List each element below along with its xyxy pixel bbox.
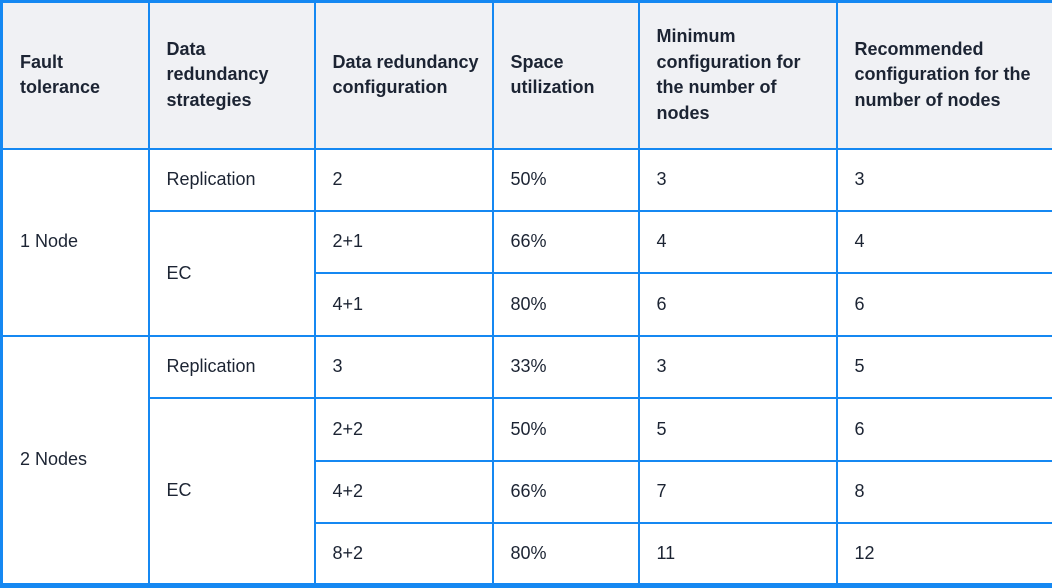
table-row: EC 2+2 50% 5 6 — [2, 397, 1052, 587]
cell-space: 33% — [491, 334, 640, 400]
header-space: Space utilization — [491, 0, 640, 150]
cell-rec-nodes: 4 — [835, 209, 1052, 275]
cell-space: 50% — [491, 397, 640, 462]
cell-space: 80% — [491, 522, 640, 587]
cell-space: 66% — [491, 209, 640, 275]
header-min-nodes: Minimum configuration for the number of … — [637, 0, 838, 150]
table-row: 4+1 80% 6 6 — [2, 272, 1052, 337]
header-rec-nodes: Recommended configuration for the number… — [835, 0, 1052, 150]
cell-space: 80% — [491, 272, 640, 337]
table-header-row: Fault tolerance Data redundancy strategi… — [0, 0, 1052, 150]
cell-rec-nodes: 5 — [835, 334, 1052, 400]
table-row: 4+2 66% 7 8 — [2, 459, 1052, 525]
cell-config: 8+2 — [313, 522, 494, 587]
cell-rec-nodes: 6 — [835, 397, 1052, 462]
cell-space: 66% — [491, 459, 640, 525]
table-row: 2 Nodes Replication 3 33% 3 5 — [0, 334, 1052, 587]
cell-min-nodes: 3 — [637, 334, 838, 400]
cell-strategy: Replication — [147, 147, 316, 212]
cell-min-nodes: 11 — [637, 522, 838, 587]
cell-rec-nodes: 3 — [835, 147, 1052, 212]
header-config: Data redundancy configuration — [313, 0, 494, 150]
cell-strategy: EC — [147, 209, 316, 337]
cell-min-nodes: 4 — [637, 209, 838, 275]
table-row: 1 Node Replication 2 50% 3 3 — [0, 147, 1052, 337]
cell-min-nodes: 6 — [637, 272, 838, 337]
cell-min-nodes: 3 — [637, 147, 838, 212]
cell-fault-tolerance: 1 Node — [0, 147, 150, 337]
cell-config: 2+2 — [313, 397, 494, 462]
cell-min-nodes: 5 — [637, 397, 838, 462]
cell-space: 50% — [491, 147, 640, 212]
header-fault-tolerance: Fault tolerance — [0, 0, 150, 150]
cell-rec-nodes: 6 — [835, 272, 1052, 337]
cell-strategy: Replication — [147, 334, 316, 400]
header-strategy: Data redundancy strategies — [147, 0, 316, 150]
table-row: 8+2 80% 11 12 — [2, 522, 1052, 587]
cell-min-nodes: 7 — [637, 459, 838, 525]
cell-config: 3 — [313, 334, 494, 400]
table-row: EC 2+1 66% 4 4 — [2, 209, 1052, 337]
cell-config: 4+2 — [313, 459, 494, 525]
cell-strategy: EC — [147, 397, 316, 587]
cell-config: 2+1 — [313, 209, 494, 275]
cell-fault-tolerance: 2 Nodes — [0, 334, 150, 587]
cell-config: 4+1 — [313, 272, 494, 337]
cell-rec-nodes: 12 — [835, 522, 1052, 587]
cell-rec-nodes: 8 — [835, 459, 1052, 525]
cell-config: 2 — [313, 147, 494, 212]
